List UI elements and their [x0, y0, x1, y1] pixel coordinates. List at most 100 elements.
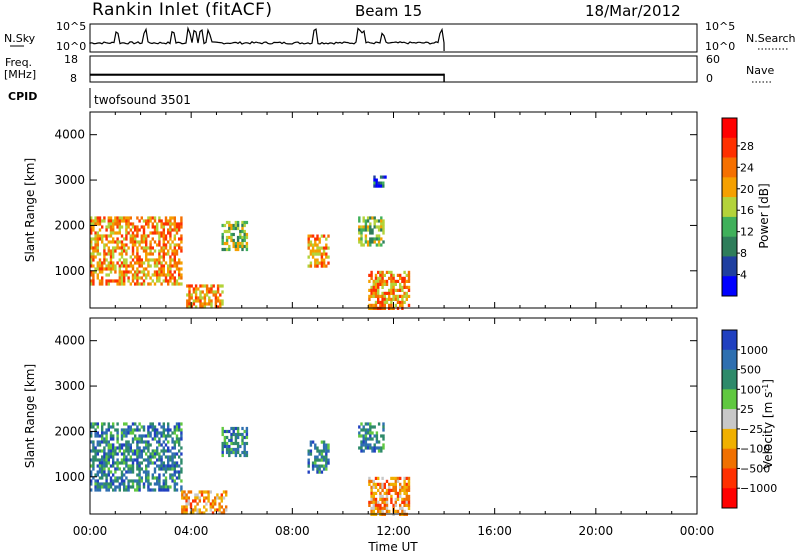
echo-cell: [149, 431, 152, 435]
echo-cell: [162, 440, 165, 444]
echo-cell: [147, 470, 150, 474]
echo-cell: [382, 222, 385, 226]
echo-cell: [109, 479, 113, 483]
echo-cell: [205, 284, 209, 288]
echo-cell: [175, 464, 179, 468]
echo-cell: [223, 435, 227, 440]
echo-cell: [151, 216, 154, 220]
echo-cell: [142, 279, 146, 283]
echo-cell: [403, 497, 406, 501]
echo-cell: [222, 490, 226, 494]
echo-cell: [120, 482, 124, 486]
echo-cell: [156, 440, 159, 444]
echo-cell: [123, 219, 126, 223]
echo-cell: [366, 243, 370, 247]
echo-cell: [140, 246, 143, 250]
echo-cell: [175, 434, 179, 438]
echo-cell: [311, 461, 315, 465]
echo-cell: [120, 461, 124, 465]
echo-cell: [194, 505, 197, 509]
echo-cell: [358, 219, 361, 223]
colorbar-swatch: [722, 216, 737, 237]
echo-cell: [158, 482, 161, 486]
echo-cell: [223, 444, 227, 449]
echo-cell: [120, 431, 124, 435]
echo-cell: [140, 258, 143, 262]
echo-cell: [107, 273, 110, 277]
colorbar-swatch: [722, 236, 737, 257]
echo-cell: [314, 243, 317, 247]
echo-cell: [96, 264, 99, 268]
echo-cell: [394, 288, 397, 292]
echo-cell: [390, 500, 393, 504]
echo-cell: [173, 446, 176, 450]
echo-cell: [103, 473, 106, 477]
echo-cell: [158, 452, 161, 456]
echo-cell: [320, 458, 324, 462]
echo-cell: [156, 231, 159, 235]
echo-cell: [136, 482, 139, 486]
echo-cell: [316, 467, 319, 471]
echo-cell: [125, 461, 128, 465]
echo-cell: [175, 425, 179, 429]
echo-cell: [123, 282, 126, 286]
echo-cell: [403, 300, 406, 304]
echo-cell: [120, 470, 124, 474]
echo-cell: [396, 509, 400, 513]
echo-cell: [358, 425, 361, 429]
echo-cell: [136, 276, 139, 280]
echo-cell: [178, 237, 181, 241]
echo-cell: [380, 449, 383, 453]
echo-cell: [103, 458, 106, 462]
echo-cell: [131, 264, 135, 268]
echo-cell: [392, 288, 395, 292]
echo-cell: [162, 488, 165, 492]
echo-cell: [173, 261, 176, 265]
echo-cell: [232, 450, 235, 455]
echo-cell: [103, 255, 106, 259]
echo-cell: [105, 273, 108, 277]
echo-cell: [114, 240, 117, 244]
echo-cell: [318, 467, 321, 471]
echo-cell: [394, 509, 397, 513]
echo-cell: [392, 485, 395, 489]
echo-cell: [225, 441, 229, 446]
echo-cell: [178, 225, 181, 229]
echo-cell: [181, 505, 184, 509]
echo-cell: [236, 441, 240, 446]
echo-cell: [114, 485, 117, 489]
echo-cell: [107, 458, 110, 462]
echo-cell: [183, 505, 186, 509]
echo-cell: [109, 464, 113, 468]
echo-cell: [407, 276, 411, 280]
echo-cell: [188, 299, 191, 303]
colorbar-swatch: [722, 349, 737, 370]
echo-cell: [236, 238, 240, 243]
echo-cell: [149, 458, 152, 462]
echo-cell: [140, 452, 143, 456]
echo-cell: [381, 282, 384, 286]
echo-cell: [219, 284, 222, 288]
echo-cell: [112, 279, 115, 283]
echo-cell: [123, 216, 126, 220]
echo-cell: [160, 485, 163, 489]
echo-cell: [90, 434, 93, 438]
echo-cell: [153, 476, 157, 480]
echo-cell: [362, 243, 365, 247]
colorbar-tick-label: −500: [740, 462, 770, 475]
echo-cell: [364, 422, 368, 426]
echo-cell: [388, 488, 391, 492]
echo-cell: [370, 497, 373, 501]
echo-cell: [138, 228, 141, 232]
echo-cell: [136, 273, 139, 277]
echo-cell: [388, 294, 391, 298]
echo-cell: [92, 458, 95, 462]
echo-cell: [103, 243, 106, 247]
echo-cell: [107, 252, 110, 256]
echo-cell: [178, 273, 181, 277]
echo-cell: [90, 422, 93, 426]
echo-cell: [145, 470, 148, 474]
echo-cell: [370, 494, 373, 498]
echo-cell: [222, 508, 226, 512]
